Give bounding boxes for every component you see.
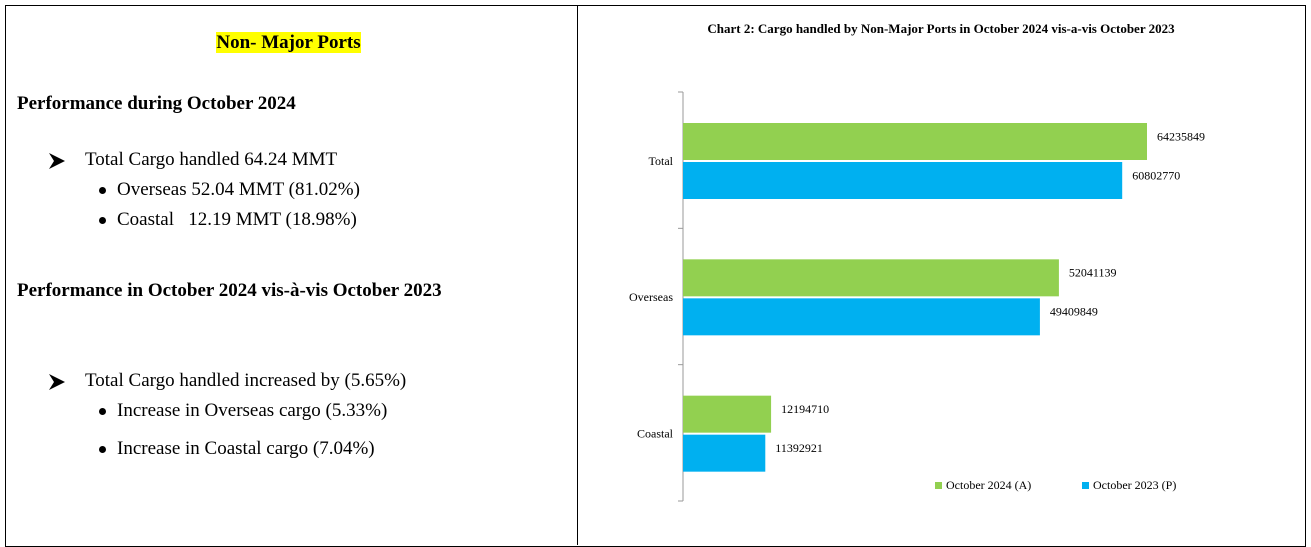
section-title: Performance in October 2024 vis-à-vis Oc…	[17, 280, 442, 301]
section-title: Performance during October 2024	[17, 93, 296, 114]
bullet-text: Total Cargo handled increased by (5.65%)	[85, 370, 407, 391]
y-tick-label: Total	[649, 154, 674, 168]
y-tick-label: Coastal	[637, 426, 674, 440]
legend-label: October 2024 (A)	[946, 478, 1031, 492]
chart: Chart 2: Cargo handled by Non-Major Port…	[629, 21, 1205, 502]
arrow-bullet	[49, 374, 65, 390]
legend-label: October 2023 (P)	[1093, 478, 1176, 492]
dot-bullet	[99, 408, 106, 415]
heading: Non- Major Ports	[216, 32, 361, 53]
bar	[683, 298, 1040, 336]
dot-bullet	[99, 187, 106, 194]
heading-wrap: Non- Major Ports	[0, 32, 577, 54]
data-label: 11392921	[775, 441, 823, 455]
data-label: 49409849	[1050, 305, 1098, 319]
bar	[683, 434, 766, 472]
legend-swatch	[1082, 482, 1089, 489]
cell-divider	[577, 5, 578, 545]
legend-swatch	[935, 482, 942, 489]
dot-bullet	[99, 446, 106, 453]
data-label: 64235849	[1157, 129, 1205, 143]
y-tick-label: Overseas	[629, 290, 673, 304]
data-label: 12194710	[781, 402, 829, 416]
data-label: 52041139	[1069, 266, 1117, 280]
bar	[683, 162, 1123, 199]
bar	[683, 123, 1147, 160]
dot-bullet	[99, 217, 106, 224]
bullet-text: Total Cargo handled 64.24 MMT	[85, 149, 338, 170]
arrow-bullet	[49, 153, 65, 169]
bar	[683, 259, 1059, 297]
bullet-text: Coastal 12.19 MMT (18.98%)	[117, 209, 357, 230]
bullet-text: Increase in Coastal cargo (7.04%)	[117, 438, 375, 459]
chart-title: Chart 2: Cargo handled by Non-Major Port…	[707, 21, 1175, 36]
data-label: 60802770	[1132, 168, 1180, 182]
bullet-text: Increase in Overseas cargo (5.33%)	[117, 400, 388, 421]
bar	[683, 395, 772, 433]
bullet-text: Overseas 52.04 MMT (81.02%)	[117, 179, 360, 200]
